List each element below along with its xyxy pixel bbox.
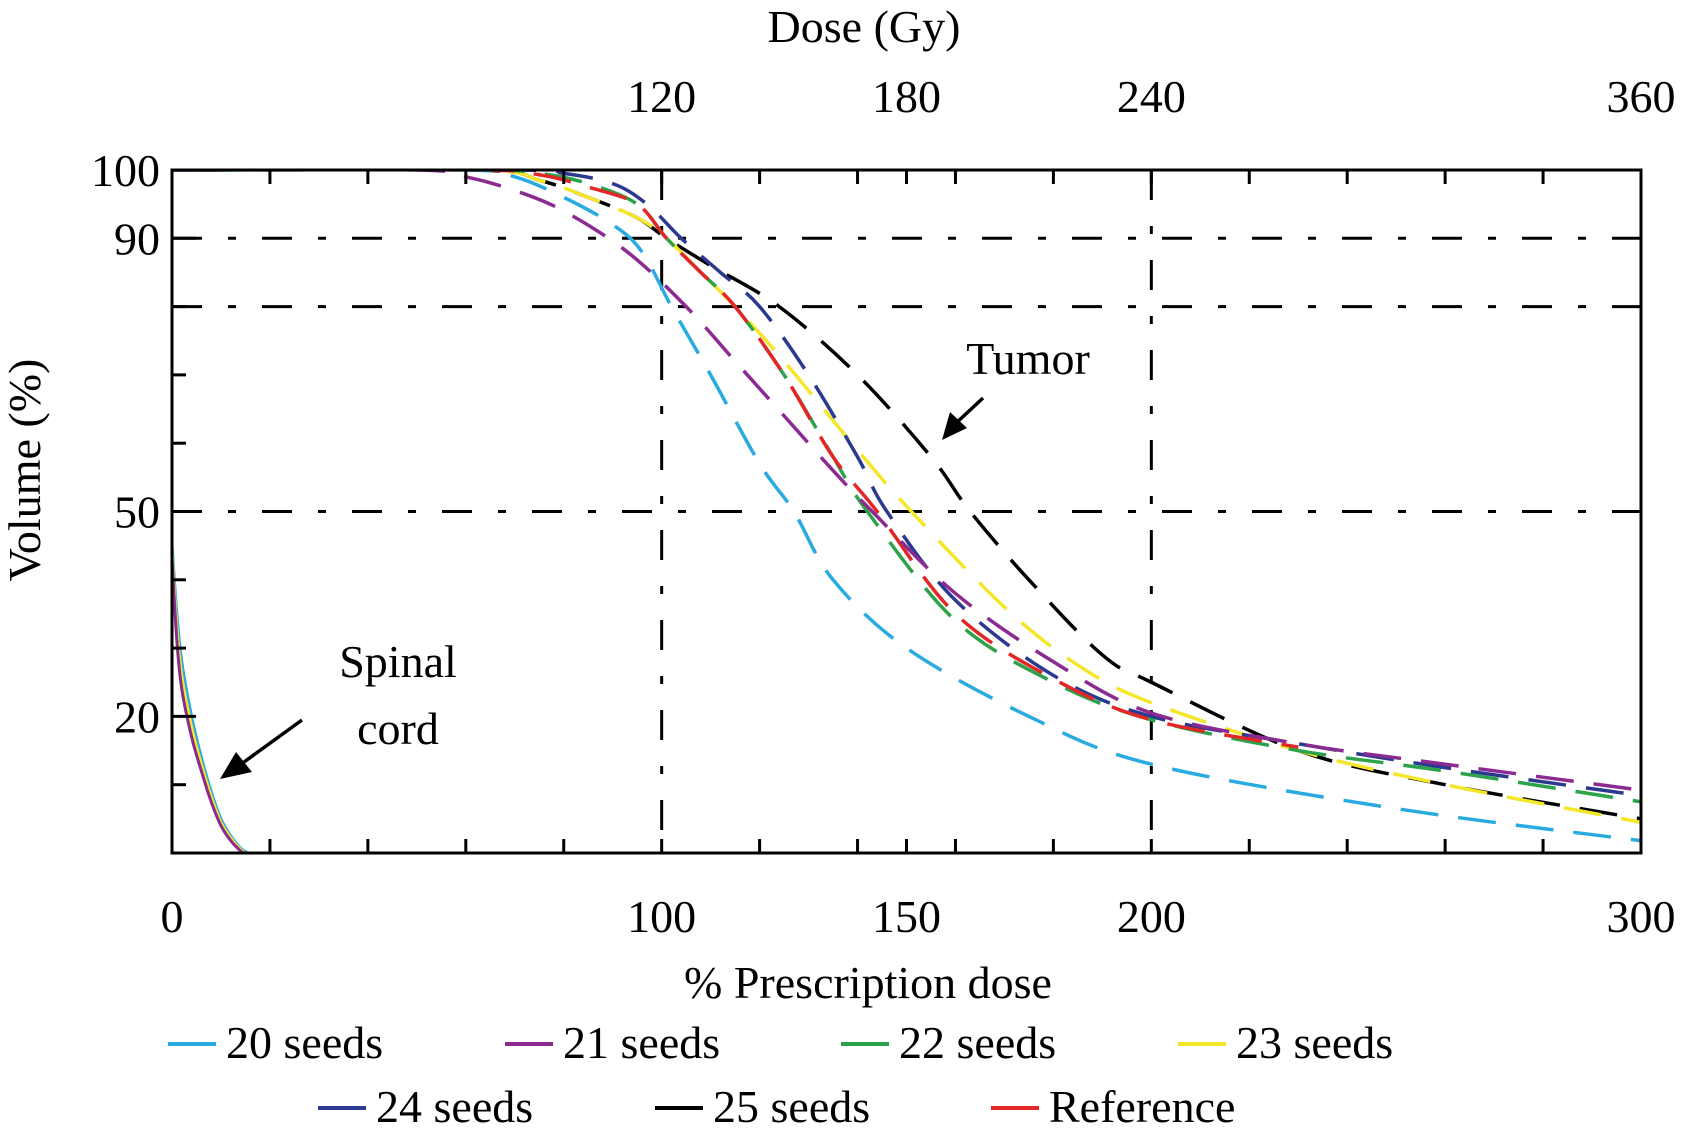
arrow-tumor-icon: [942, 396, 985, 440]
legend-item: 22 seeds: [841, 1017, 1056, 1068]
legend-label: Reference: [1049, 1081, 1235, 1132]
legend-label: 20 seeds: [226, 1017, 383, 1068]
x-tick-label: 150: [872, 891, 941, 942]
legend-item: 25 seeds: [655, 1081, 870, 1132]
y-tick-label: 20: [114, 691, 160, 742]
series-line-23-seeds: [172, 170, 1641, 824]
x-tick-label: 200: [1117, 891, 1186, 942]
series-line-21-seeds-spinal-cord: [172, 559, 245, 853]
series-line-24-seeds: [172, 170, 1641, 798]
legend-label: 23 seeds: [1236, 1017, 1393, 1068]
y-axis-title: Volume (%): [0, 359, 50, 582]
x2-tick-label: 120: [627, 71, 696, 122]
x2-tick-label: 360: [1607, 71, 1676, 122]
legend-label: 21 seeds: [563, 1017, 720, 1068]
y-tick-label: 100: [91, 145, 160, 196]
series-line-20-seeds: [172, 170, 1641, 843]
legend-label: 22 seeds: [899, 1017, 1056, 1068]
x2-axis-title: Dose (Gy): [768, 1, 961, 52]
x-tick-label: 100: [627, 891, 696, 942]
x2-tick-label: 180: [872, 71, 941, 122]
legend-label: 24 seeds: [376, 1081, 533, 1132]
x2-tick-label: 240: [1117, 71, 1186, 122]
x-tick-label: 0: [161, 891, 184, 942]
legend-item: Reference: [991, 1081, 1235, 1132]
annotation-spinal-cord-line2: cord: [357, 703, 439, 754]
x-tick-label: 300: [1607, 891, 1676, 942]
annotation-tumor: Tumor: [966, 333, 1090, 384]
axis-ticks: [172, 170, 1545, 853]
y-tick-label: 50: [114, 487, 160, 538]
y-tick-label: 90: [114, 213, 160, 264]
series-line-21-seeds: [172, 170, 1641, 792]
legend-item: 24 seeds: [318, 1081, 533, 1132]
legend-item: 21 seeds: [505, 1017, 720, 1068]
tick-labels: 0 100 150 200 300 120 180 240 360 20 50 90 100: [91, 71, 1676, 942]
annotation-spinal-cord-line1: Spinal: [339, 636, 457, 687]
x-axis-title: % Prescription dose: [684, 957, 1052, 1008]
legend: 20 seeds 21 seeds 22 seeds 23 seeds 24 seeds…: [168, 1017, 1393, 1132]
gridlines: [172, 170, 1641, 853]
legend-item: 23 seeds: [1178, 1017, 1393, 1068]
arrow-spinal-cord-icon: [220, 718, 304, 779]
legend-item: 20 seeds: [168, 1017, 383, 1068]
legend-label: 25 seeds: [713, 1081, 870, 1132]
